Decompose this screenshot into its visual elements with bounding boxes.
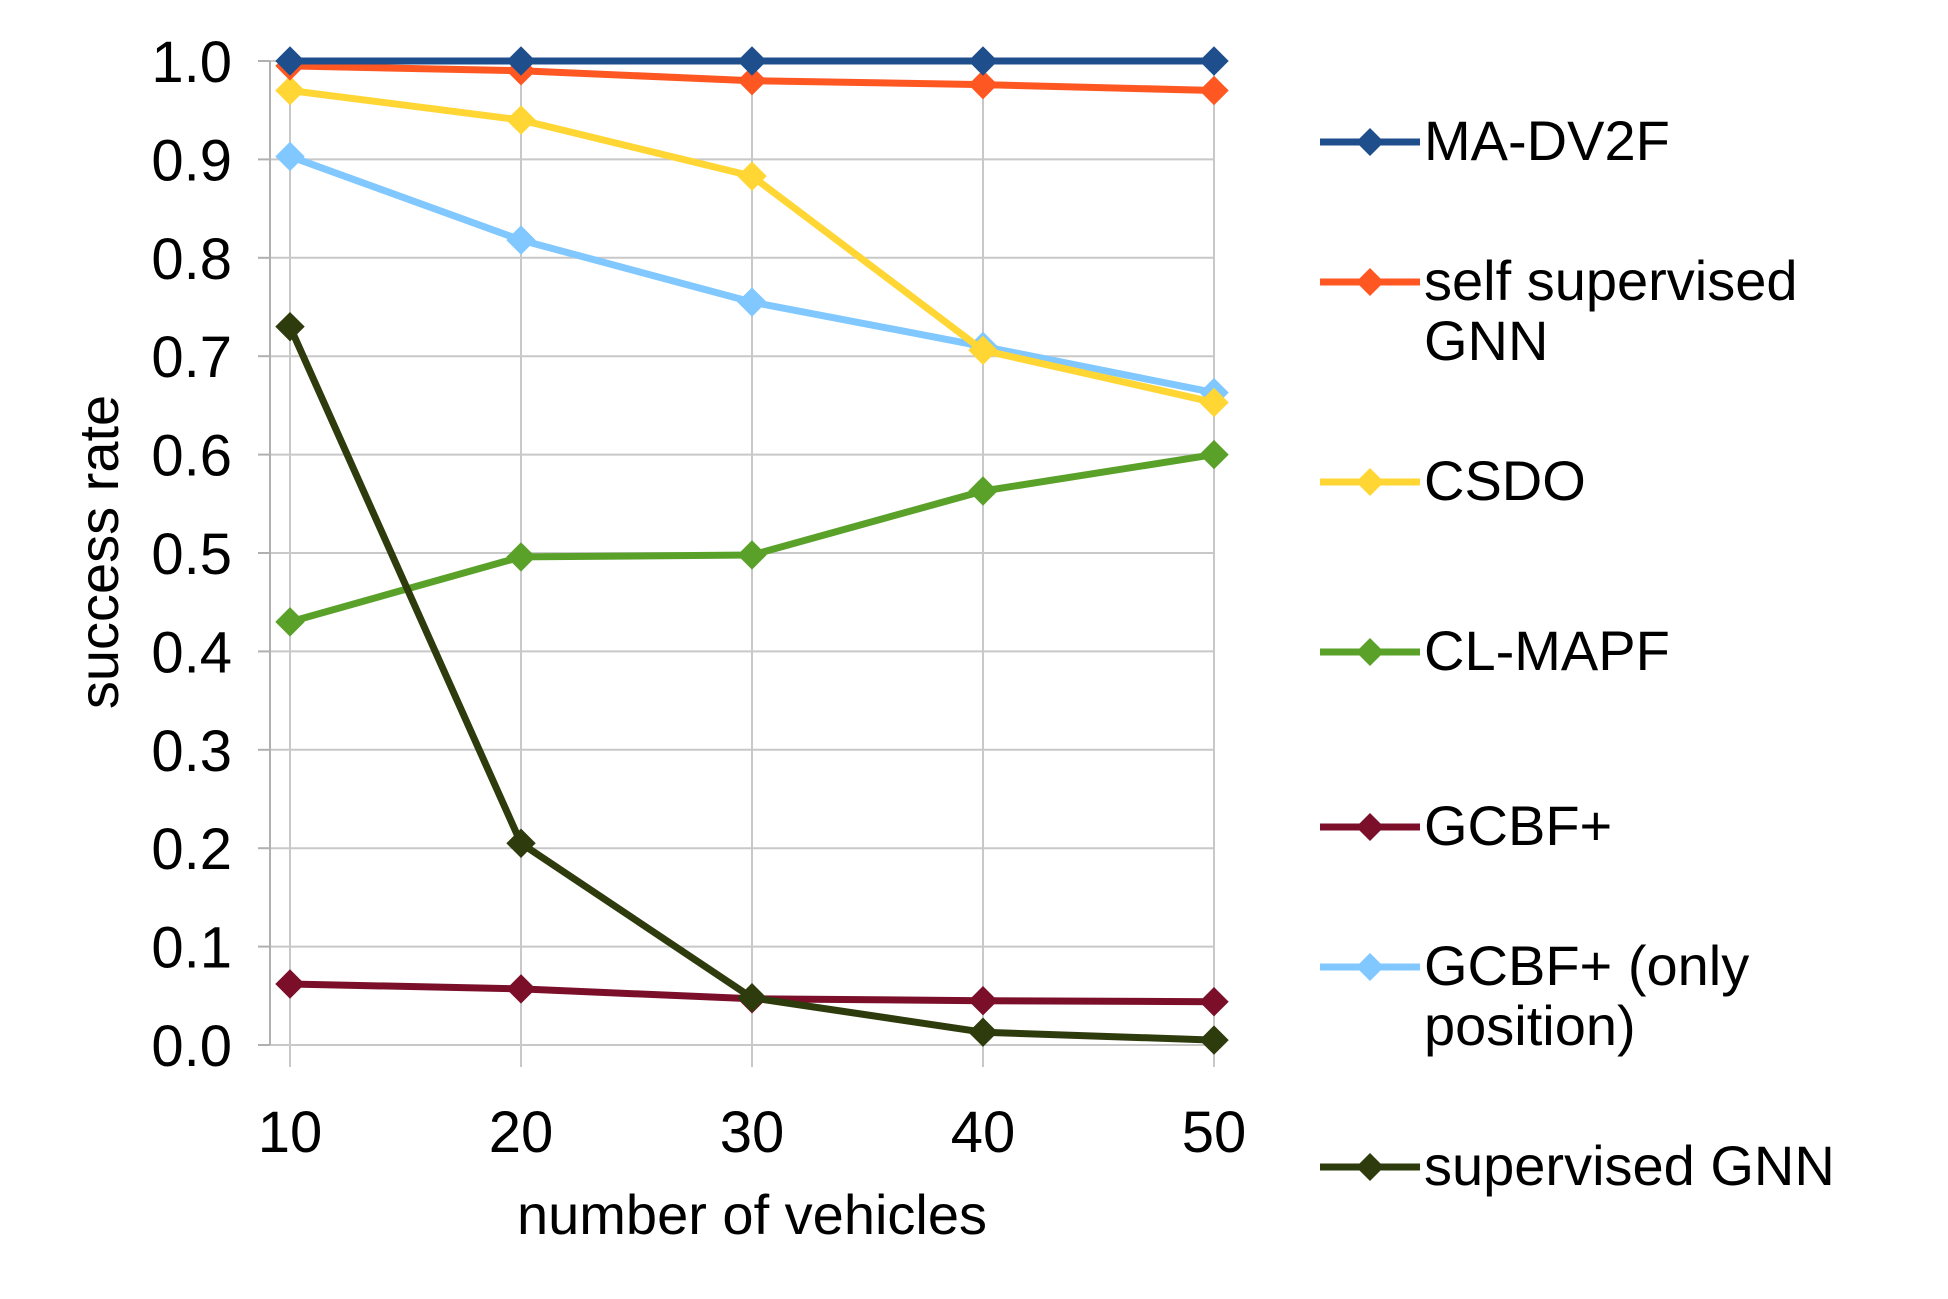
data-point-50 <box>1199 439 1229 470</box>
data-point-30 <box>737 65 767 96</box>
legend-label: CL-MAPF <box>1424 619 1670 682</box>
data-point-40 <box>968 335 998 366</box>
data-point-30 <box>737 540 767 570</box>
legend-swatch-marker <box>1356 813 1384 841</box>
data-point-40 <box>968 476 998 506</box>
legend-label: supervised GNN <box>1424 1134 1835 1197</box>
legend-item-gcbf-: GCBF+ <box>1320 794 1612 857</box>
data-point-10 <box>275 311 305 342</box>
data-point-40 <box>968 69 998 100</box>
y-tick-label: 0.9 <box>151 128 232 193</box>
data-point-20 <box>506 828 536 858</box>
series-lines <box>275 46 1229 1055</box>
data-point-50 <box>1199 387 1229 418</box>
y-tick-label: 0.4 <box>151 620 232 685</box>
data-point-40 <box>968 986 998 1016</box>
y-tick-label: 1.0 <box>151 30 232 95</box>
legend-swatch-marker <box>1356 268 1384 296</box>
data-point-20 <box>506 974 536 1004</box>
data-point-50 <box>1199 986 1229 1017</box>
data-point-30 <box>737 287 767 317</box>
series-ma-dv2f <box>275 46 1229 76</box>
series-csdo <box>275 75 1229 418</box>
y-tick-label: 0.5 <box>151 522 232 587</box>
data-point-10 <box>275 969 305 999</box>
y-tick-label: 0.1 <box>151 916 232 981</box>
legend-swatch-marker <box>1356 128 1384 156</box>
legend-label: GCBF+ <box>1424 794 1612 857</box>
legend-label: position) <box>1424 994 1636 1057</box>
data-point-20 <box>506 225 536 255</box>
legend-swatch-marker <box>1356 1153 1384 1181</box>
data-point-40 <box>968 1017 998 1047</box>
legend-label: GCBF+ (only <box>1424 934 1749 997</box>
data-point-30 <box>737 46 767 76</box>
y-tick-label: 0.8 <box>151 227 232 292</box>
tick-labels: 0.0 0.1 0.2 0.3 0.4 0.5 0.6 0.7 0.8 0.9 1.0 10 20 30 4… <box>151 30 1246 1165</box>
data-point-50 <box>1199 1025 1229 1055</box>
data-point-10 <box>275 141 305 172</box>
legend-label: MA-DV2F <box>1424 109 1670 172</box>
legend-item-csdo: CSDO <box>1320 449 1586 512</box>
legend-label: GNN <box>1424 309 1548 372</box>
data-point-20 <box>506 105 536 135</box>
x-tick-label: 10 <box>258 1100 323 1165</box>
y-tick-label: 0.2 <box>151 817 232 882</box>
x-tick-label: 30 <box>720 1100 785 1165</box>
data-point-50 <box>1199 46 1229 76</box>
data-point-10 <box>275 607 305 637</box>
legend-swatch-marker <box>1356 468 1384 496</box>
y-tick-label: 0.6 <box>151 424 232 489</box>
legend-item-cl-mapf: CL-MAPF <box>1320 619 1670 682</box>
legend-swatch-marker <box>1356 638 1384 666</box>
legend-item-supervised-gnn: supervised GNN <box>1320 1134 1835 1197</box>
x-tick-label: 40 <box>951 1100 1016 1165</box>
data-point-30 <box>737 983 767 1013</box>
data-point-30 <box>737 161 767 191</box>
data-point-40 <box>968 46 998 76</box>
data-point-10 <box>275 75 305 106</box>
axes <box>258 60 271 1046</box>
data-point-50 <box>1199 75 1229 106</box>
x-tick-label: 20 <box>489 1100 554 1165</box>
data-point-20 <box>506 46 536 76</box>
y-axis-title: success rate <box>67 395 130 709</box>
y-tick-label: 0.7 <box>151 325 232 390</box>
legend-swatch-marker <box>1356 953 1384 981</box>
legend-item-ma-dv2f: MA-DV2F <box>1320 109 1670 172</box>
x-axis-title: number of vehicles <box>517 1183 987 1246</box>
data-point-20 <box>506 542 536 572</box>
data-point-10 <box>275 46 305 76</box>
series-supervised-gnn <box>275 311 1229 1055</box>
y-tick-label: 0.3 <box>151 719 232 784</box>
x-tick-label: 50 <box>1182 1100 1247 1165</box>
legend-label: CSDO <box>1424 449 1586 512</box>
series-cl-mapf <box>275 439 1229 637</box>
legend-label: self supervised <box>1424 249 1798 312</box>
y-tick-label: 0.0 <box>151 1014 232 1079</box>
